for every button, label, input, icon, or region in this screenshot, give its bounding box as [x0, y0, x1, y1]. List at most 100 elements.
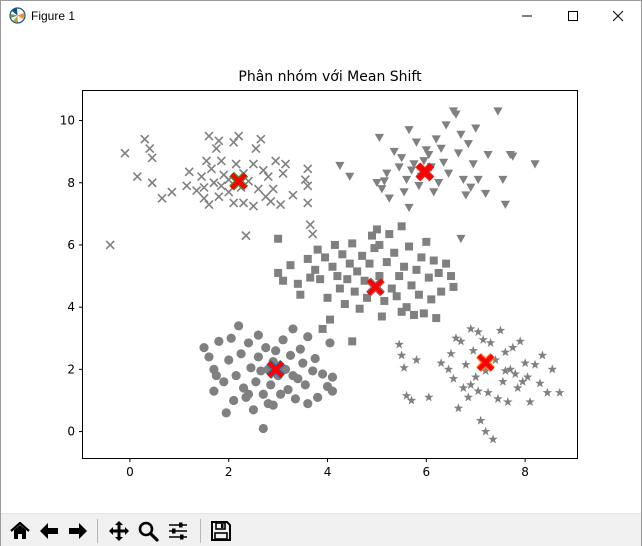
data-point: [399, 362, 409, 372]
data-point: [196, 171, 207, 182]
data-point: [385, 230, 394, 239]
data-point: [449, 282, 458, 291]
data-point: [500, 365, 511, 375]
data-point: [473, 386, 483, 396]
cluster-center-marker: [365, 277, 385, 297]
data-point: [396, 350, 407, 360]
data-point: [288, 324, 298, 334]
data-point: [318, 324, 327, 333]
data-point: [498, 175, 508, 185]
data-point: [313, 392, 323, 402]
data-point: [243, 389, 254, 399]
chart-title: Phân nhóm với Mean Shift: [238, 69, 422, 85]
minimize-button[interactable]: [504, 1, 550, 31]
data-point: [199, 193, 209, 203]
figure-canvas[interactable]: Phân nhóm với Mean Shift 0 2 4 6 8 0 2 4 6 8 10: [1, 31, 641, 513]
data-point: [280, 159, 291, 169]
data-point: [458, 383, 469, 393]
data-point: [382, 258, 391, 267]
data-point: [276, 389, 286, 399]
data-point: [338, 250, 347, 259]
data-point: [303, 254, 312, 263]
data-point: [216, 156, 226, 166]
pan-button[interactable]: [105, 517, 132, 544]
data-point: [512, 383, 523, 393]
data-point: [384, 194, 394, 203]
title-bar[interactable]: Figure 1: [1, 1, 641, 31]
data-point: [199, 342, 209, 353]
save-button[interactable]: [207, 517, 234, 544]
sliders-icon: [168, 522, 187, 539]
data-point: [453, 149, 464, 158]
data-point: [204, 131, 214, 141]
data-point: [436, 144, 446, 153]
data-point: [411, 138, 422, 147]
data-point: [394, 339, 404, 349]
data-point: [375, 272, 384, 281]
close-button[interactable]: [595, 1, 641, 31]
data-point: [145, 143, 155, 154]
data-point: [456, 130, 466, 139]
data-point: [313, 245, 322, 254]
data-point: [345, 172, 355, 181]
x-tick-label: 8: [521, 465, 529, 479]
back-button[interactable]: [35, 517, 62, 544]
window-title: Figure 1: [31, 9, 76, 23]
data-point: [221, 408, 231, 418]
data-point: [211, 143, 221, 154]
data-point: [372, 225, 381, 234]
data-point: [216, 181, 226, 191]
data-point: [206, 164, 217, 174]
data-point: [525, 397, 535, 407]
data-point: [441, 121, 451, 130]
data-point: [266, 380, 276, 390]
data-point: [209, 178, 219, 188]
data-point: [303, 198, 313, 208]
data-point: [451, 333, 461, 343]
data-point: [473, 327, 483, 337]
data-point: [256, 366, 266, 376]
data-point: [522, 372, 533, 382]
data-point: [372, 178, 382, 188]
home-button[interactable]: [6, 517, 33, 544]
data-point: [379, 177, 389, 186]
data-point: [348, 337, 357, 346]
data-point: [374, 133, 384, 143]
data-point: [510, 369, 521, 379]
data-point: [335, 284, 344, 293]
data-point: [209, 386, 219, 396]
data-point: [429, 188, 439, 197]
data-point: [508, 342, 518, 352]
data-point: [214, 336, 224, 346]
data-point: [380, 296, 389, 305]
data-point: [400, 262, 409, 271]
navigation-toolbar: [1, 513, 641, 546]
data-point: [290, 394, 301, 404]
zoom-button[interactable]: [134, 517, 161, 544]
y-tick-label: 2: [67, 362, 75, 376]
data-point: [456, 336, 466, 346]
data-point: [214, 136, 224, 146]
data-point: [500, 200, 510, 209]
data-point: [231, 159, 241, 169]
subplots-button[interactable]: [164, 517, 191, 544]
data-point: [167, 187, 177, 197]
data-point: [350, 287, 359, 296]
data-point: [480, 426, 491, 436]
data-point: [473, 175, 483, 185]
data-point: [231, 370, 241, 381]
data-point: [422, 237, 431, 246]
data-point: [323, 293, 332, 302]
data-point: [333, 272, 342, 281]
data-point: [395, 272, 404, 281]
data-point: [241, 231, 251, 241]
data-point: [243, 338, 254, 348]
data-point: [436, 358, 446, 368]
data-point: [448, 373, 459, 383]
data-point: [246, 363, 256, 373]
maximize-button[interactable]: [550, 1, 596, 31]
data-point: [463, 140, 473, 149]
data-point: [253, 184, 263, 194]
data-point: [409, 160, 419, 169]
forward-button[interactable]: [64, 517, 91, 544]
